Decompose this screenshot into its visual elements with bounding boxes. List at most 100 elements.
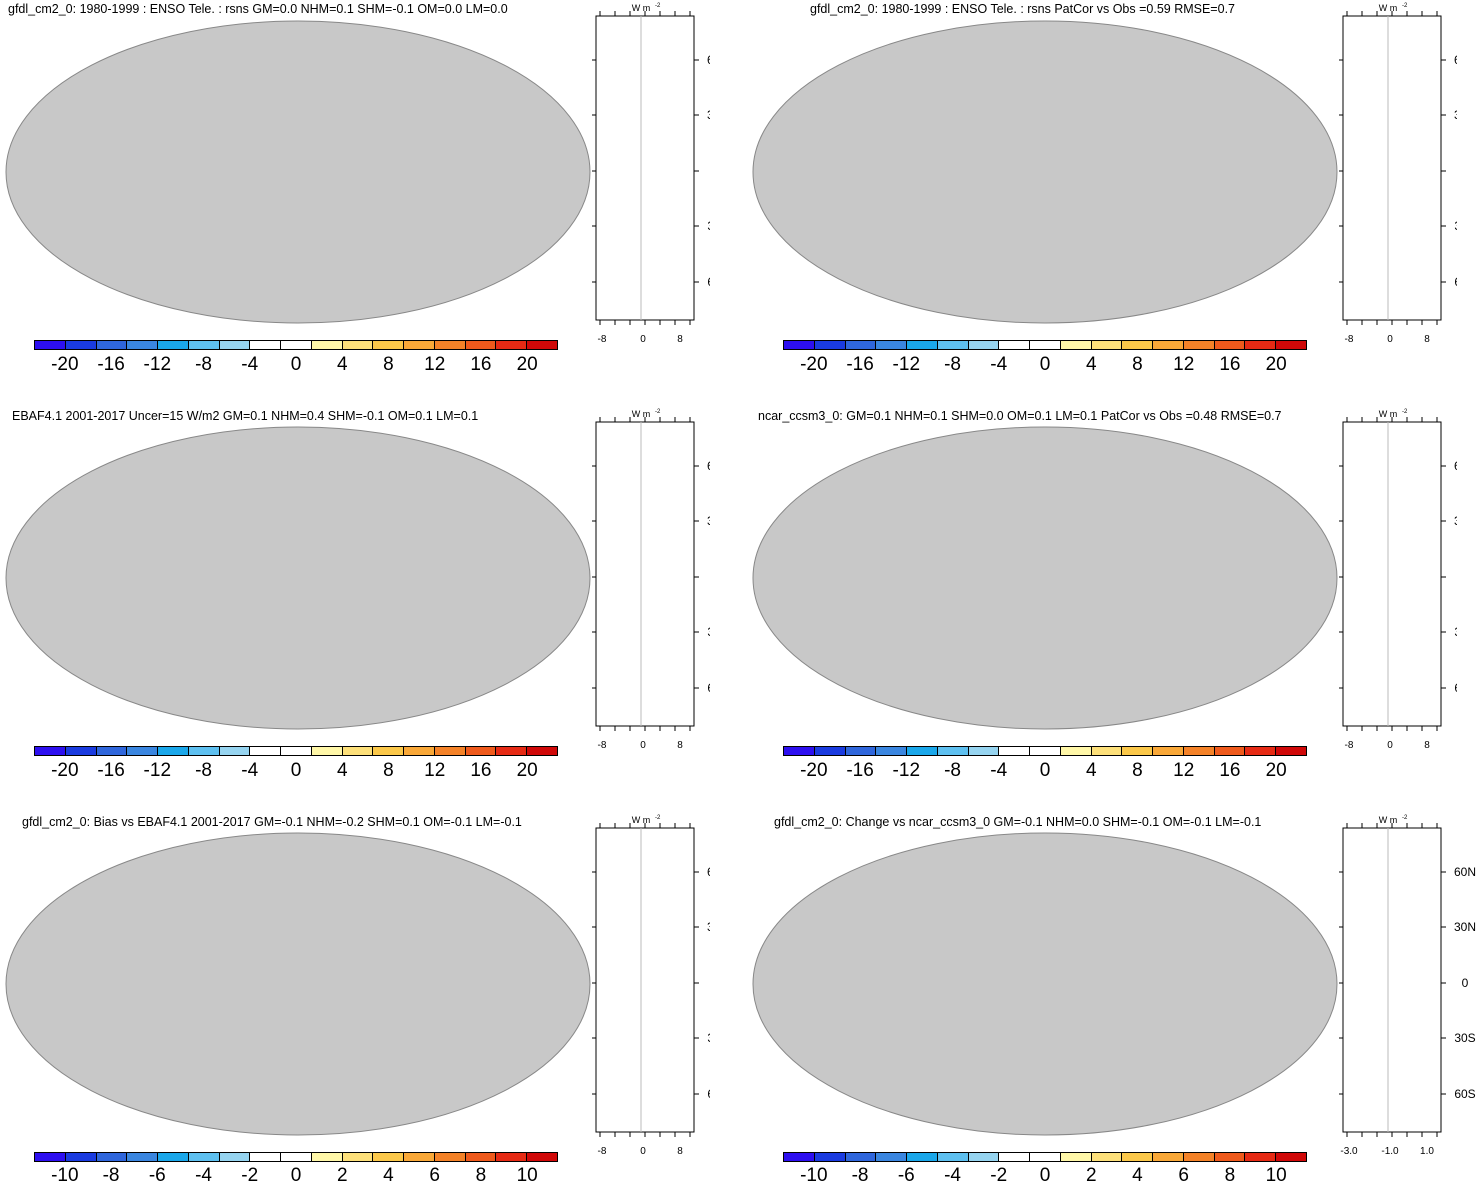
colorbar-tick-label: -8 [195,354,212,375]
colorbar-swatch [219,341,251,349]
colorbar-swatch [1276,341,1307,349]
colorbar-swatch [281,1153,312,1161]
colorbar-tick-label: 0 [290,354,302,375]
colorbar-tick-label: 4 [336,760,348,781]
colorbar-swatch [127,1153,159,1161]
colorbar-tick-label: 16 [470,354,492,375]
colorbar-swatch [1060,341,1092,349]
zonal-lat-label: 0 [1462,976,1469,990]
colorbar-labels: -20 -16 -12 -8 -4 0 4 8 12 16 20 [34,354,558,378]
colorbar-swatch [1183,747,1215,755]
colorbar [783,340,1307,350]
zonal-lat-label: 30S [1454,1031,1475,1045]
colorbar-swatch [1122,341,1154,349]
zonal-lat-label: 30S [707,625,710,639]
colorbar-swatch [1122,1153,1154,1161]
colorbar-swatch [845,341,877,349]
colorbar-swatch [373,341,405,349]
colorbar-swatch [1214,341,1246,349]
colorbar-swatch [1153,1153,1184,1161]
colorbar-tick-label: -10 [51,1165,79,1186]
zonal-lat-label: 60S [1454,1087,1475,1101]
colorbar-tick-label: 20 [516,760,538,781]
colorbar-tick-label: -10 [800,1165,828,1186]
colorbar-swatch [1276,1153,1307,1161]
zonal-lat-label: 30S [707,219,710,233]
zonal-x-label: -8 [598,740,607,751]
colorbar-labels: -20 -16 -12 -8 -4 0 4 8 12 16 20 [783,760,1307,784]
zonal-lat-label: 60N [707,865,710,879]
zonal-x-label: 0 [640,1146,646,1157]
map-placeholder [3,18,593,326]
colorbar-tick-label: 2 [1085,1165,1097,1186]
colorbar-tick-label: -8 [944,760,961,781]
colorbar-swatch [1122,747,1154,755]
colorbar-swatch [1183,341,1215,349]
colorbar-swatch [1030,747,1061,755]
colorbar-tick-label: 8 [1224,1165,1236,1186]
zonal-lat-label: 60N [1454,53,1457,67]
panel-title: gfdl_cm2_0: Change vs ncar_ccsm3_0 GM=-0… [774,815,1262,829]
colorbar-swatch [250,747,282,755]
colorbar-tick-label: 16 [1219,354,1241,375]
colorbar-swatch [1153,341,1184,349]
zonal-unit-sup: -2 [655,3,661,9]
zonal-x-label: 8 [677,334,683,345]
zonal-x-label: 8 [1424,740,1430,751]
zonal-x-label: -8 [1345,740,1354,751]
colorbar-swatch [937,341,969,349]
zonal-lat-label: 30S [1454,219,1457,233]
colorbar-swatch [373,747,405,755]
colorbar [34,340,558,350]
colorbar-swatch [907,1153,938,1161]
panel-title: ncar_ccsm3_0: GM=0.1 NHM=0.1 SHM=0.0 OM=… [758,409,1282,423]
zonal-lat-label: 30S [1454,625,1457,639]
colorbar-swatch [999,341,1031,349]
colorbar-tick-label: -6 [148,1165,166,1186]
colorbar-swatch [876,747,908,755]
colorbar-tick-label: -2 [990,1165,1008,1186]
zonal-lat-label: 30N [1454,514,1457,528]
colorbar-tick-label: -12 [892,354,921,375]
colorbar-tick-label: -2 [241,1165,259,1186]
zonal-frame [595,827,695,1133]
colorbar-swatch [1153,747,1184,755]
colorbar-tick-label: -4 [990,760,1008,781]
colorbar-swatch [281,341,312,349]
colorbar-swatch [1060,747,1092,755]
colorbar-swatch [188,747,220,755]
colorbar-tick-label: 6 [429,1165,440,1186]
panel-title: gfdl_cm2_0: 1980-1999 : ENSO Tele. : rsn… [810,2,1235,16]
colorbar-swatch [1245,747,1277,755]
colorbar-swatch [907,747,938,755]
colorbar-tick-label: -12 [143,354,172,375]
colorbar-tick-label: -20 [800,354,828,375]
colorbar-swatch [1214,1153,1246,1161]
colorbar-tick-label: 12 [424,354,446,375]
colorbar-swatch [65,341,97,349]
colorbar-tick-label: -20 [800,760,828,781]
zonal-x-label: -1.0 [1381,1146,1399,1157]
colorbar-tick-label: 8 [383,354,394,375]
colorbar-labels: -20 -16 -12 -8 -4 0 4 8 12 16 20 [34,760,558,784]
colorbar-swatch [465,1153,497,1161]
colorbar-swatch [999,1153,1031,1161]
zonal-frame [1342,15,1442,321]
colorbar-swatch [311,747,343,755]
colorbar-swatch [845,1153,877,1161]
colorbar-tick-label: 8 [1132,354,1143,375]
zonal-x-label: 8 [677,740,683,751]
colorbar-swatch [999,747,1031,755]
colorbar-swatch [96,341,128,349]
zonal-x-label: -8 [1345,334,1354,345]
colorbar-swatch [342,341,374,349]
colorbar-swatch [434,747,466,755]
colorbar-swatch [814,747,846,755]
colorbar-swatch [342,747,374,755]
zonal-unit-label: W m [632,815,651,825]
colorbar-swatch [1245,1153,1277,1161]
colorbar-tick-label: 20 [516,354,538,375]
zonal-lat-label: 60N [707,459,710,473]
